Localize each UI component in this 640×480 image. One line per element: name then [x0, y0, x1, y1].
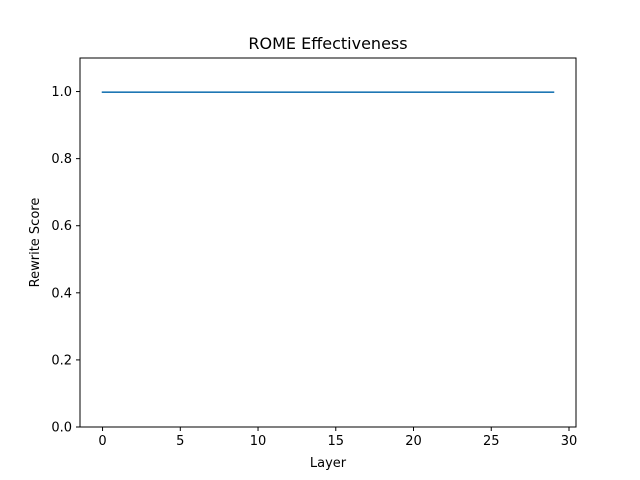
y-tick-label: 1.0: [51, 85, 72, 100]
x-tick-label: 15: [328, 434, 345, 449]
y-tick-label: 0.0: [51, 421, 72, 436]
plot-frame: [79, 57, 577, 428]
axis-ticks: 0 5 10 15 20 25 30 0.0 0.2 0.4 0.6 0.8 1.0: [51, 85, 577, 449]
x-tick-label: 20: [405, 434, 422, 449]
x-tick-label: 0: [98, 434, 106, 449]
chart-title: ROME Effectiveness: [248, 34, 407, 53]
y-axis-label: Rewrite Score: [28, 198, 43, 288]
y-tick-label: 0.4: [51, 286, 72, 301]
y-tick-label: 0.8: [51, 152, 72, 167]
x-tick-label: 30: [561, 434, 578, 449]
x-axis-label: Layer: [310, 456, 347, 471]
x-tick-label: 5: [176, 434, 184, 449]
y-tick-label: 0.2: [51, 353, 72, 368]
y-tick-label: 0.6: [51, 219, 72, 234]
x-tick-label: 25: [483, 434, 500, 449]
x-tick-label: 10: [250, 434, 267, 449]
